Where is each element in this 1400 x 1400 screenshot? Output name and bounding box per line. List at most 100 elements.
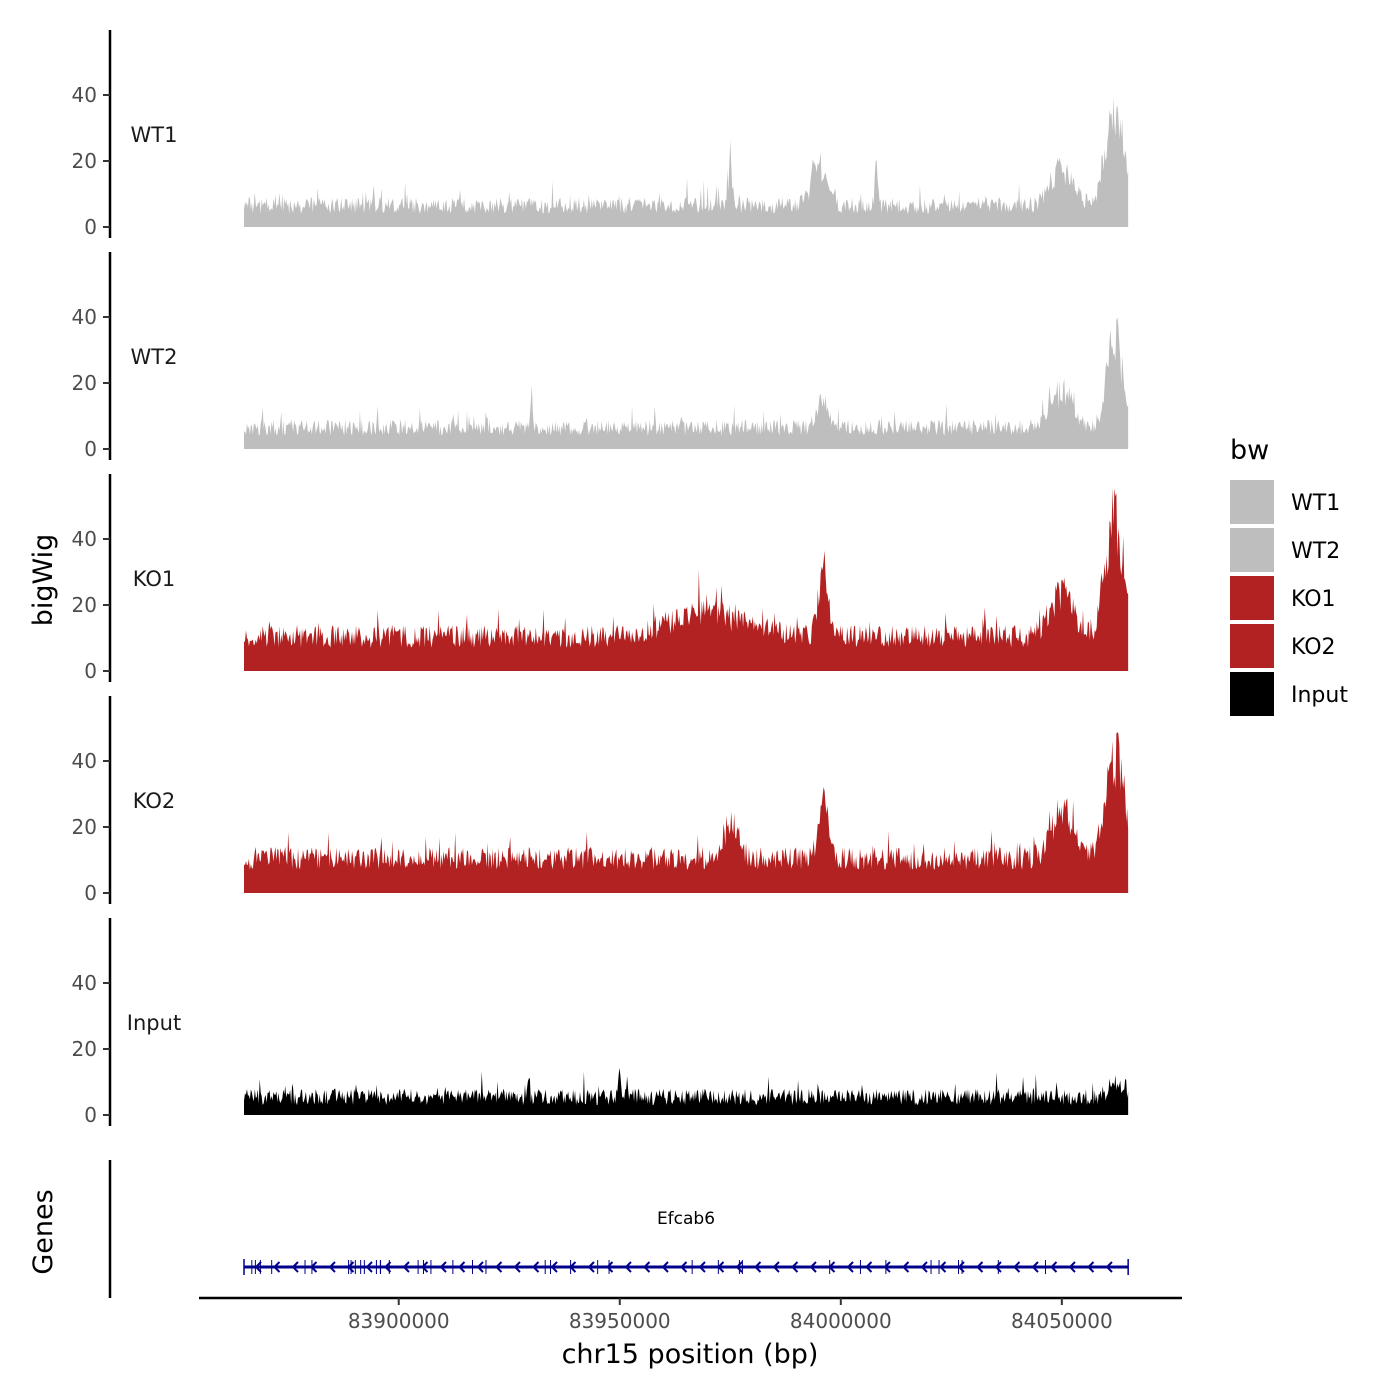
y-tick-label: 20 [72,815,97,839]
strand-arrow [994,1261,1002,1273]
x-axis: 83900000 83950000 84000000 84050000 [199,1296,1182,1333]
legend-entry-input: Input [1230,672,1348,716]
strand-arrow [569,1261,577,1273]
strand-arrow [1031,1261,1039,1273]
legend-swatch [1230,480,1274,524]
gene-efcab6: Efcab6 [243,1209,1129,1275]
strand-arrow [883,1261,891,1273]
y-tick-label: 40 [72,527,97,551]
strand-arrow [661,1261,669,1273]
strand-arrow [606,1261,614,1273]
legend-swatch [1230,528,1274,572]
y-tick-label: 0 [84,659,97,683]
track-label: KO2 [133,789,176,813]
signal-tracks: 0 20 40 WT1 0 20 40 WT2 0 20 40 KO1 0 20 40 KO2 0 20 40 Inp… [72,30,1129,1127]
y-tick-label: 0 [84,215,97,239]
y-tick-label: 20 [72,1037,97,1061]
y-tick-label: 20 [72,593,97,617]
legend: bw WT1 WT2 KO1 KO2 Input [1230,435,1348,716]
track-label: KO1 [133,567,176,591]
legend-label: WT2 [1291,539,1340,564]
y-tick-label: 40 [72,971,97,995]
strand-arrow [1105,1261,1113,1273]
x-tick-label: 84000000 [790,1309,892,1333]
strand-arrow [458,1261,466,1273]
legend-swatch [1230,624,1274,668]
strand-arrow [254,1261,262,1273]
strand-arrow [273,1261,281,1273]
y-tick-label: 0 [84,437,97,461]
strand-arrow [402,1261,410,1273]
strand-arrow [846,1261,854,1273]
genes-axis-title: Genes [28,1189,59,1274]
signal-area-wt2 [244,317,1129,449]
track-wt2: 0 20 40 WT2 [72,252,1129,461]
strand-arrow [439,1261,447,1273]
strand-arrow [513,1261,521,1273]
strand-arrow [587,1261,595,1273]
y-tick-label: 40 [72,749,97,773]
strand-arrow [495,1261,503,1273]
x-axis-title: chr15 position (bp) [562,1339,819,1370]
gene-label: Efcab6 [657,1209,715,1229]
strand-arrow [809,1261,817,1273]
strand-arrow [1013,1261,1021,1273]
y-tick-label: 20 [72,149,97,173]
track-wt1: 0 20 40 WT1 [72,30,1129,239]
strand-arrow [328,1261,336,1273]
strand-arrow [476,1261,484,1273]
signal-area-ko2 [244,732,1129,893]
legend-entry-ko2: KO2 [1230,624,1336,668]
strand-arrow [754,1261,762,1273]
strand-arrow [680,1261,688,1273]
track-label: WT1 [131,123,178,147]
strand-arrow [976,1261,984,1273]
strand-arrow [772,1261,780,1273]
strand-arrow [291,1261,299,1273]
y-tick-label: 40 [72,305,97,329]
strand-arrow [957,1261,965,1273]
legend-swatch [1230,576,1274,620]
strand-arrow [643,1261,651,1273]
x-tick-label: 84050000 [1011,1309,1113,1333]
legend-entry-wt1: WT1 [1230,480,1340,524]
legend-entry-ko1: KO1 [1230,576,1336,620]
y-tick-label: 0 [84,1103,97,1127]
track-label: WT2 [131,345,178,369]
signal-area-input [244,1067,1129,1115]
y-tick-label: 40 [72,83,97,107]
signal-area-wt1 [244,97,1129,228]
strand-arrow [939,1261,947,1273]
strand-arrow [347,1261,355,1273]
strand-arrow [865,1261,873,1273]
strand-arrow [310,1261,318,1273]
strand-arrow [717,1261,725,1273]
legend-swatch [1230,672,1274,716]
track-ko1: 0 20 40 KO1 [72,474,1129,683]
track-input: 0 20 40 Input [72,918,1129,1127]
strand-arrow [384,1261,392,1273]
strand-arrow [550,1261,558,1273]
strand-arrow [1050,1261,1058,1273]
y-tick-label: 0 [84,881,97,905]
track-ko2: 0 20 40 KO2 [72,696,1129,905]
strand-arrow [735,1261,743,1273]
strand-arrow [902,1261,910,1273]
x-tick-label: 83950000 [569,1309,671,1333]
strand-arrow [698,1261,706,1273]
signal-area-ko1 [244,487,1129,671]
x-tick-label: 83900000 [348,1309,450,1333]
genes-panel: Efcab6 [108,1160,1129,1298]
strand-arrow [1087,1261,1095,1273]
legend-title: bw [1230,435,1269,466]
legend-label: KO2 [1291,635,1336,660]
strand-arrow [532,1261,540,1273]
strand-arrow [1068,1261,1076,1273]
legend-entry-wt2: WT2 [1230,528,1340,572]
strand-arrow [365,1261,373,1273]
legend-label: WT1 [1291,491,1340,516]
y-tick-label: 20 [72,371,97,395]
strand-arrow [624,1261,632,1273]
legend-entries: WT1 WT2 KO1 KO2 Input [1230,480,1348,716]
